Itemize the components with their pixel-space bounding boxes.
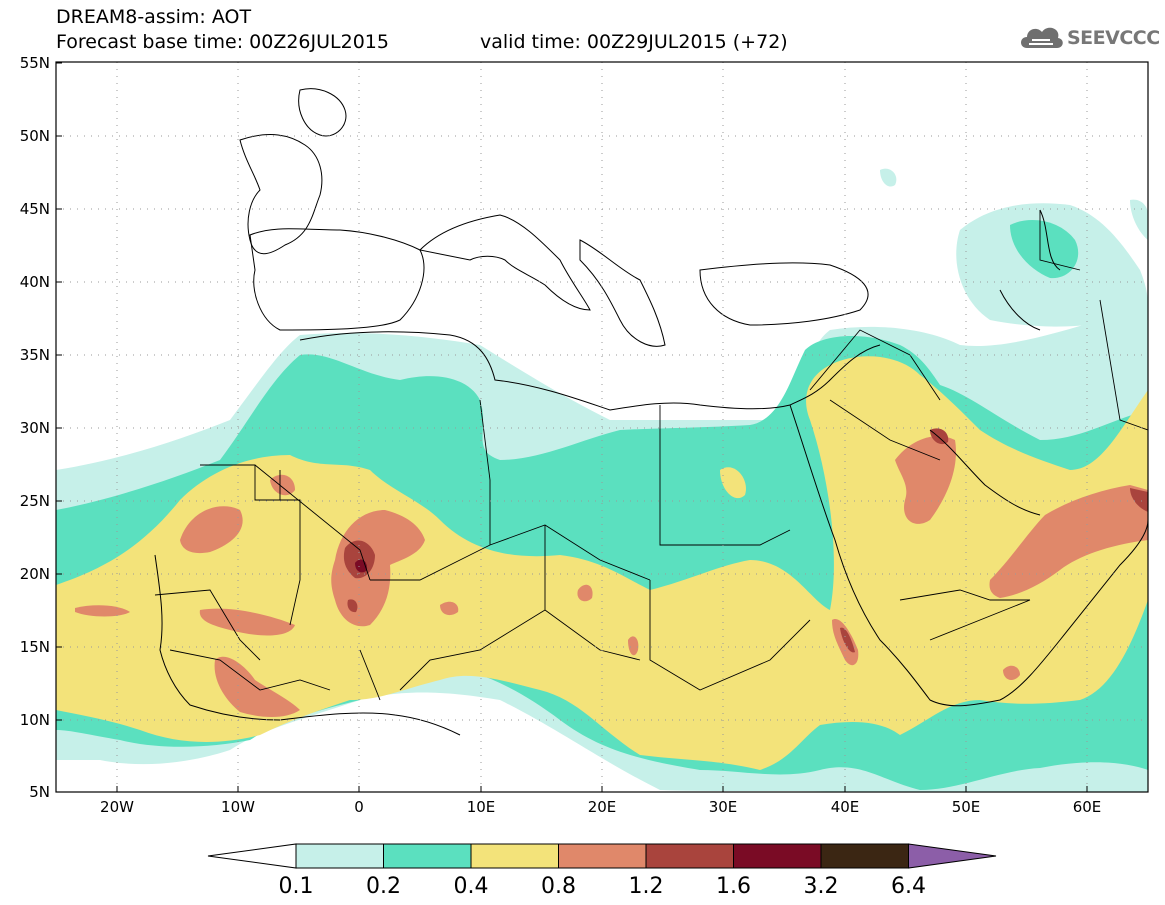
colorbar-low-arrow bbox=[207, 843, 297, 869]
colorbar-segment bbox=[295, 843, 384, 869]
lon-label: 40E bbox=[831, 798, 860, 816]
lon-label: 10E bbox=[467, 798, 496, 816]
colorbar-label: 0.2 bbox=[366, 874, 401, 899]
lat-label: 25N bbox=[20, 492, 50, 510]
lat-label: 20N bbox=[20, 565, 50, 583]
lat-label: 35N bbox=[20, 346, 50, 364]
colorbar-segment bbox=[733, 843, 822, 869]
lon-label: 20E bbox=[588, 798, 617, 816]
lat-label: 5N bbox=[29, 783, 50, 801]
colorbar-segment bbox=[558, 843, 647, 869]
axis-ticks bbox=[56, 62, 1088, 793]
logo-text: SEEVCCC bbox=[1067, 27, 1160, 49]
country-borders bbox=[154, 210, 1148, 701]
lon-label: 30E bbox=[709, 798, 738, 816]
lat-label: 55N bbox=[20, 54, 50, 72]
colorbar-label: 0.8 bbox=[541, 874, 576, 899]
coastlines bbox=[154, 88, 1148, 736]
colorbar-segment bbox=[820, 843, 909, 869]
lat-label: 10N bbox=[20, 711, 50, 729]
lat-label: 50N bbox=[20, 127, 50, 145]
forecast-base-time: Forecast base time: 00Z26JUL2015 bbox=[56, 31, 389, 53]
lon-label: 50E bbox=[952, 798, 981, 816]
colorbar-label: 6.4 bbox=[891, 874, 926, 899]
aot-band-0.4-0.8 bbox=[56, 356, 1148, 770]
valid-time: valid time: 00Z29JUL2015 (+72) bbox=[480, 31, 788, 53]
colorbar bbox=[207, 843, 997, 869]
longitude-labels: 20W 10W 0 10E 20E 30E 40E 50E 60E bbox=[100, 798, 1101, 816]
colorbar-high-arrow bbox=[908, 843, 997, 869]
lon-label: 20W bbox=[100, 798, 134, 816]
aot-band-0.8-1.2 bbox=[75, 436, 1148, 717]
colorbar-segment bbox=[645, 843, 734, 869]
latitude-labels: 55N 50N 45N 40N 35N 30N 25N 20N 15N 10N … bbox=[20, 54, 50, 801]
lat-label: 15N bbox=[20, 638, 50, 656]
colorbar-segment bbox=[470, 843, 559, 869]
colorbar-label: 3.2 bbox=[804, 874, 839, 899]
colorbar-label: 0.1 bbox=[279, 874, 314, 899]
cloud-icon bbox=[1021, 27, 1063, 48]
lat-label: 30N bbox=[20, 419, 50, 437]
map-title: DREAM8-assim: AOT bbox=[56, 6, 252, 28]
colorbar-label: 1.2 bbox=[629, 874, 664, 899]
lon-label: 10W bbox=[221, 798, 255, 816]
colorbar-label: 1.6 bbox=[716, 874, 751, 899]
lon-label: 60E bbox=[1073, 798, 1102, 816]
colorbar-labels: 0.1 0.2 0.4 0.8 1.2 1.6 3.2 6.4 bbox=[279, 874, 927, 899]
colorbar-label: 0.4 bbox=[454, 874, 489, 899]
colorbar-segment bbox=[383, 843, 472, 869]
seevccc-logo: SEEVCCC bbox=[1017, 20, 1160, 58]
graticule bbox=[56, 62, 1148, 792]
lat-label: 45N bbox=[20, 200, 50, 218]
lat-label: 40N bbox=[20, 273, 50, 291]
lon-label: 0 bbox=[354, 798, 364, 816]
